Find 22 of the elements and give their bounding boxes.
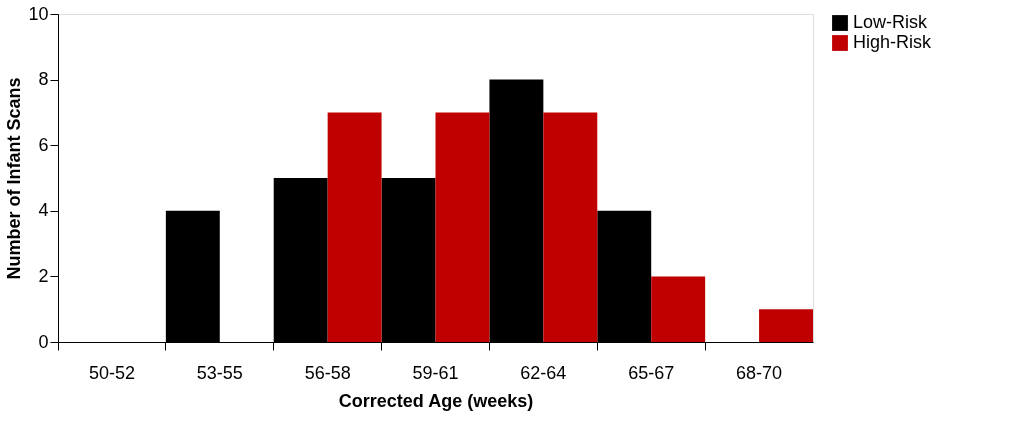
legend-label: High-Risk xyxy=(853,32,933,52)
y-axis-title: Number of Infant Scans xyxy=(4,77,25,280)
y-tick-label: 2 xyxy=(38,265,49,286)
y-tick-label: 10 xyxy=(28,3,49,24)
x-tick-label: 56-58 xyxy=(304,362,351,383)
bar xyxy=(543,112,598,342)
x-tick-label: 53-55 xyxy=(196,362,243,383)
y-tick-label: 8 xyxy=(38,69,49,90)
y-tick-label: 0 xyxy=(38,331,49,352)
legend-label: Low-Risk xyxy=(853,12,929,32)
x-tick-label: 65-67 xyxy=(628,362,675,383)
x-axis-title: Corrected Age (weeks) xyxy=(338,390,534,411)
bar xyxy=(759,309,813,342)
bar xyxy=(327,112,382,342)
x-tick-label: 50-52 xyxy=(88,362,135,383)
x-tick-label: 59-61 xyxy=(412,362,459,383)
x-tick-label: 62-64 xyxy=(520,362,567,383)
y-tick-label: 4 xyxy=(38,200,49,221)
bar xyxy=(651,276,706,342)
bar xyxy=(435,112,490,342)
y-tick-label: 6 xyxy=(38,134,49,155)
x-tick-label: 68-70 xyxy=(736,362,783,383)
